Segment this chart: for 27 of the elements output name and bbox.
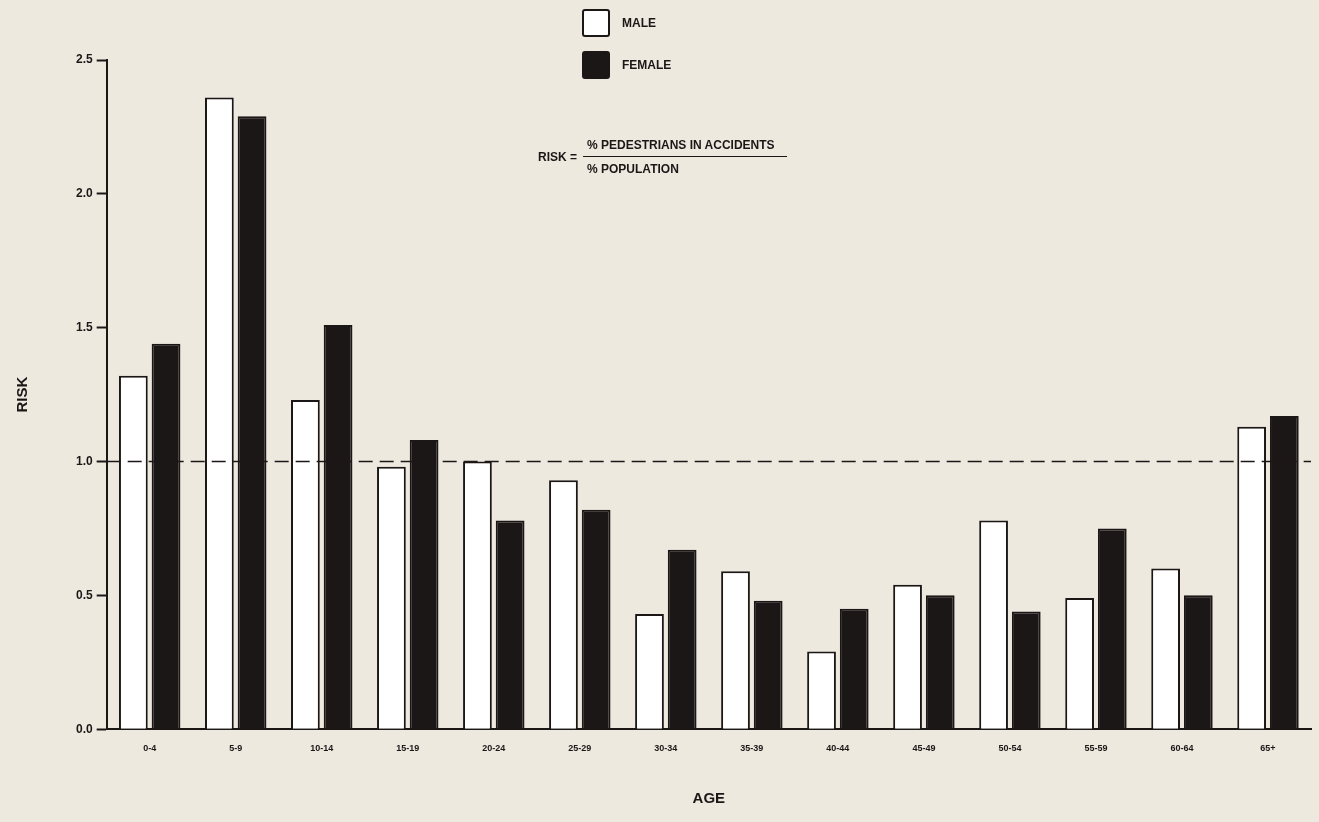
y-tick-label: 1.0: [75, 453, 93, 468]
y-axis-title: RISK: [13, 376, 31, 413]
y-tick-label: 0.0: [75, 721, 93, 736]
x-tick-label: 25-29: [568, 743, 592, 754]
x-tick-label: 35-39: [740, 743, 764, 754]
legend-label: FEMALE: [622, 58, 672, 72]
y-tick-label: 2.0: [75, 186, 93, 201]
legend-label: MALE: [622, 16, 656, 30]
annotation: % PEDESTRIANS IN ACCIDENTS: [583, 138, 788, 157]
x-tick-label: 10-14: [310, 743, 334, 754]
x-tick-label: 65+: [1260, 743, 1276, 754]
x-tick-label: 40-44: [826, 743, 850, 754]
annotation: RISK =: [538, 150, 578, 164]
x-tick-label: 45-49: [912, 743, 936, 754]
y-tick-label: 1.5: [75, 319, 93, 334]
x-tick-label: 30-34: [654, 743, 678, 754]
x-tick-label: 60-64: [1170, 743, 1194, 754]
x-tick-label: 15-19: [396, 743, 420, 754]
x-tick-label: 0-4: [143, 743, 157, 754]
y-tick-label: 0.5: [75, 587, 93, 602]
x-tick-label: 50-54: [998, 743, 1022, 754]
y-tick-label: 2.5: [75, 52, 93, 67]
x-tick-label: 5-9: [229, 743, 243, 754]
x-tick-label: 20-24: [482, 743, 506, 754]
x-tick-label: 55-59: [1084, 743, 1108, 754]
annotation: % POPULATION: [586, 161, 680, 176]
x-axis-title: AGE: [692, 789, 726, 807]
